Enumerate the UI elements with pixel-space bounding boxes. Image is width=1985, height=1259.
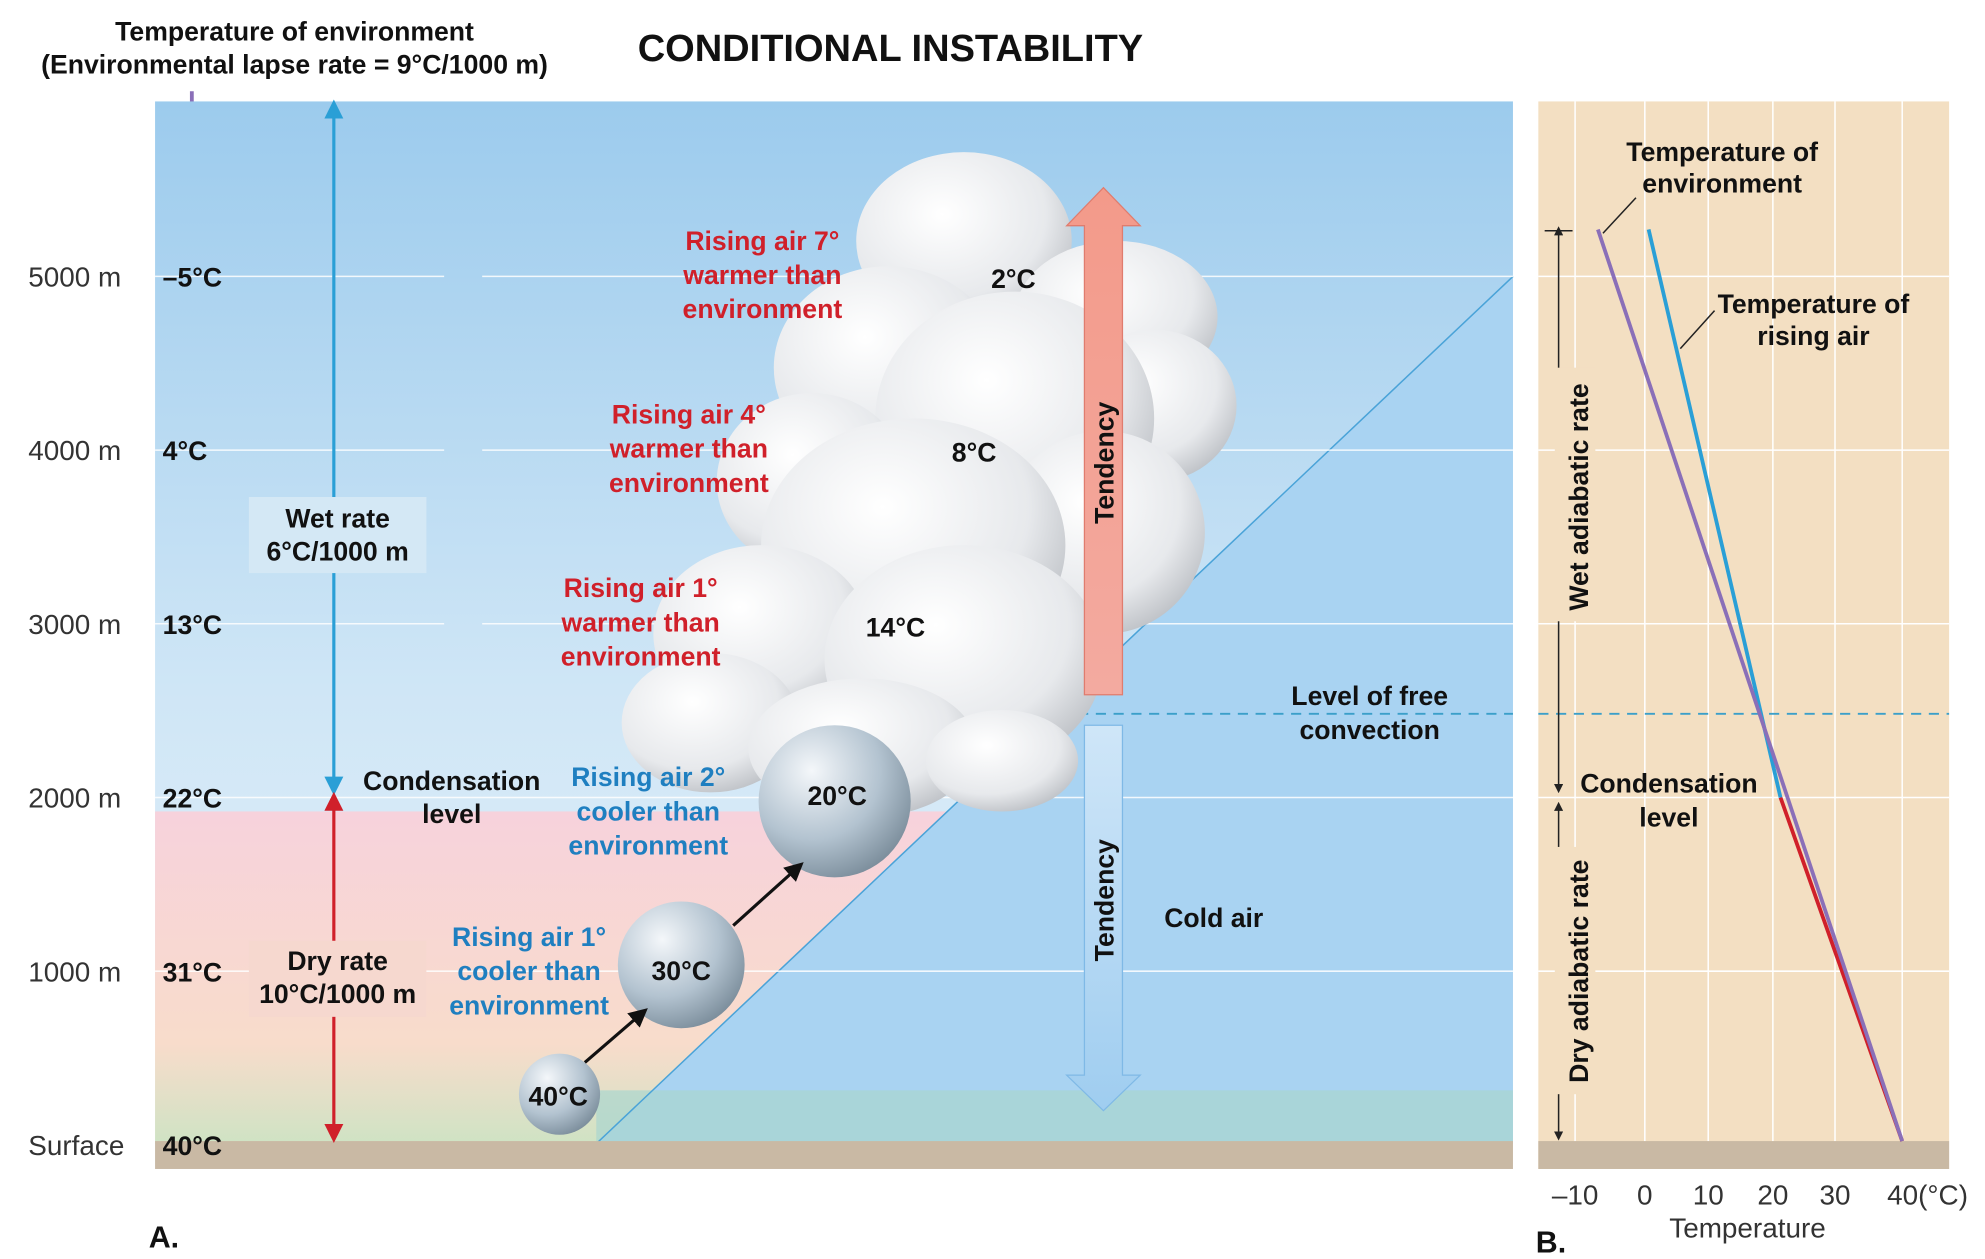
env-temp: 40°C <box>163 1131 222 1161</box>
comparison: environment <box>568 831 728 861</box>
wet-rate-bg <box>248 497 427 574</box>
tendency-up: Tendency <box>1090 401 1120 523</box>
leader <box>1679 310 1716 350</box>
parcel-temp: 20°C <box>807 781 866 811</box>
env-temp: 22°C <box>163 784 222 814</box>
levels: 5000 m –5°C 4000 m 4°C 3000 m 13°C 2000 … <box>28 262 222 1161</box>
altitude: 4000 m <box>28 435 121 466</box>
altitude: 3000 m <box>28 609 121 640</box>
panel-label: A. <box>149 1221 179 1255</box>
x-tick-label: 30 <box>1819 1179 1850 1210</box>
env-line-label: Temperature of <box>1626 137 1818 167</box>
x-tick-label: 20 <box>1757 1179 1788 1210</box>
comparison: Rising air 2° <box>571 762 725 792</box>
environment-line <box>1596 228 1905 1142</box>
comparison: Rising air 1° <box>452 922 606 952</box>
comparison: warmer than <box>682 260 841 290</box>
altitude: 1000 m <box>28 956 121 987</box>
dry-rate: 10°C/1000 m <box>259 979 416 1009</box>
wet-rate: 6°C/1000 m <box>266 536 408 566</box>
parcel <box>518 1053 601 1135</box>
wet-adiabatic-rate: Wet adiabatic rate <box>1564 383 1594 610</box>
b-condensation: level <box>1639 803 1698 833</box>
comparison: warmer than <box>609 434 768 464</box>
altitude: Surface <box>28 1130 124 1161</box>
panel-b-grid <box>1538 101 1950 1142</box>
x-ticks: –10 0 10 20 30 40(°C) <box>1552 1179 1968 1210</box>
comparison: environment <box>561 642 721 672</box>
rising-air-wet <box>1646 229 1783 798</box>
parcel <box>758 725 911 878</box>
wet-rate: Wet rate <box>285 503 390 533</box>
tendency-up-arrow <box>1065 186 1142 696</box>
comparison: Rising air 1° <box>564 573 718 603</box>
parcel-temp: 2°C <box>991 264 1036 294</box>
env-temp: 13°C <box>163 610 222 640</box>
leader <box>1602 197 1637 234</box>
env-note: (Environmental lapse rate = 9°C/1000 m) <box>41 50 548 80</box>
x-tick-label: 10 <box>1693 1179 1724 1210</box>
env-note: Temperature of environment <box>115 17 474 47</box>
parcel-temp: 40°C <box>529 1082 588 1112</box>
title: CONDITIONAL INSTABILITY <box>638 28 1143 70</box>
panel-label: B. <box>1536 1226 1566 1259</box>
tendency-down-arrow <box>1065 724 1142 1112</box>
tendency-down: Tendency <box>1090 839 1120 961</box>
condensation-level: level <box>422 799 481 829</box>
parcel-temp: 14°C <box>866 612 925 642</box>
b-condensation: Condensation <box>1580 768 1757 798</box>
x-tick-label: 40(°C) <box>1887 1179 1968 1210</box>
label-bg <box>1554 846 1596 1095</box>
comparison: environment <box>683 294 843 324</box>
comparison: warmer than <box>561 607 720 637</box>
altitude: 5000 m <box>28 262 121 293</box>
env-temp: 4°C <box>163 436 208 466</box>
ground-haze <box>596 1090 1513 1144</box>
parcel <box>617 901 745 1029</box>
comparison: environment <box>609 468 769 498</box>
parcel-temp: 30°C <box>652 956 711 986</box>
label-bg <box>1554 367 1596 622</box>
rise-arrow <box>583 1008 648 1064</box>
x-axis-label: Temperature <box>1669 1212 1825 1243</box>
parcel-temp: 8°C <box>952 438 997 468</box>
comparison: Rising air 4° <box>612 399 766 429</box>
x-tick-label: 0 <box>1637 1179 1653 1210</box>
env-temp: 31°C <box>163 957 222 987</box>
env-temp: –5°C <box>163 263 222 293</box>
comparison: cooler than <box>457 956 600 986</box>
lfc-label: Level of free <box>1291 681 1448 711</box>
ground <box>155 1141 1513 1169</box>
altitude: 2000 m <box>28 783 121 814</box>
dry-rate: Dry rate <box>287 946 388 976</box>
comparisons: Rising air 1° cooler than environment Ri… <box>449 226 842 1021</box>
rising-line-label: Temperature of <box>1718 289 1910 319</box>
panel-b-ground <box>1538 1141 1950 1169</box>
condensation-level: Condensation <box>363 766 540 796</box>
lfc-label: convection <box>1299 715 1439 745</box>
dry-rate-bg <box>248 940 427 1017</box>
comparison: Rising air 7° <box>685 226 839 256</box>
rise-arrow <box>732 862 804 927</box>
env-line-label: environment <box>1642 169 1802 199</box>
dry-adiabatic-rate: Dry adiabatic rate <box>1564 860 1594 1083</box>
comparison: cooler than <box>577 796 720 826</box>
comparison: environment <box>449 990 609 1020</box>
x-tick-label: –10 <box>1552 1179 1599 1210</box>
cold-air-label: Cold air <box>1164 903 1263 933</box>
rising-line-label: rising air <box>1757 321 1869 351</box>
